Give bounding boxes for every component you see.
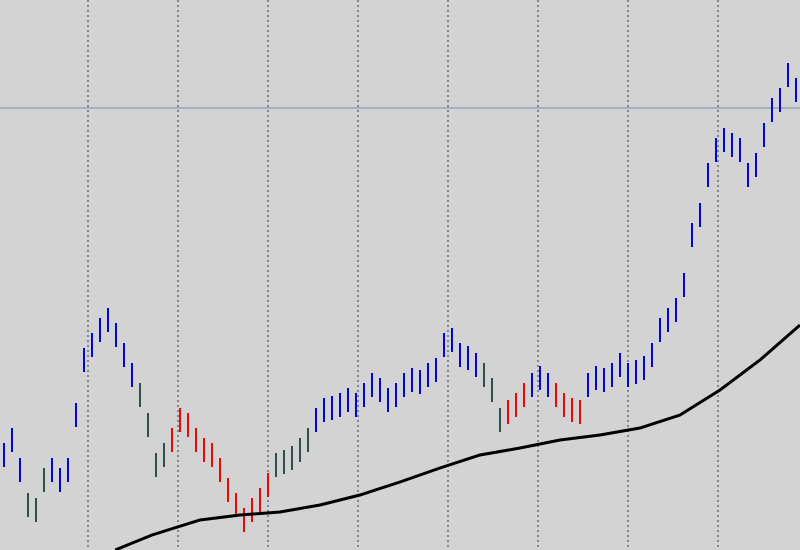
moving-average	[114, 323, 800, 550]
